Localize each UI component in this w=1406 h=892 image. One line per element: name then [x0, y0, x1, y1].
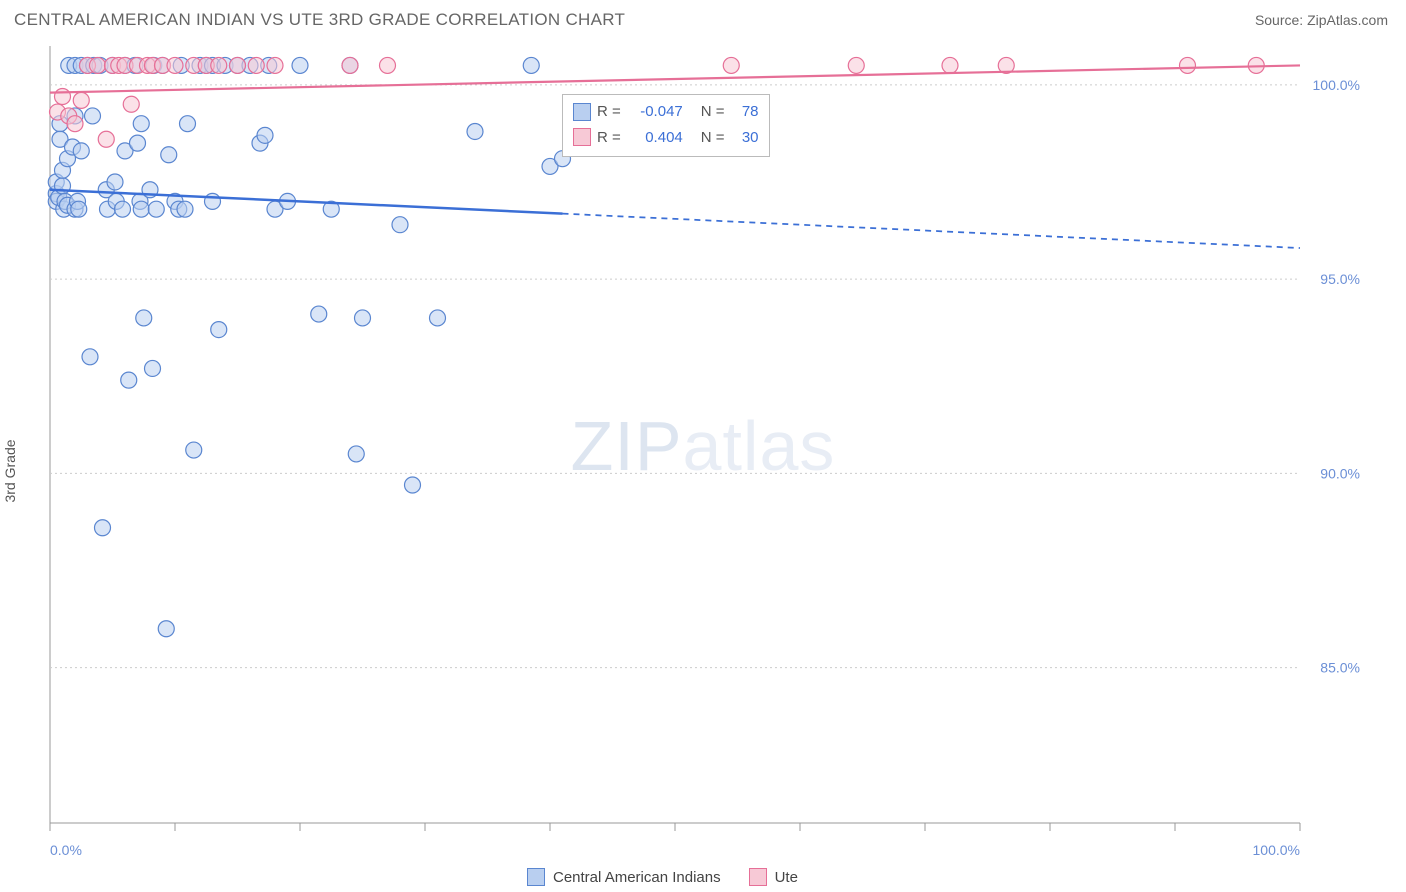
svg-text:100.0%: 100.0%	[1253, 842, 1300, 858]
svg-text:100.0%: 100.0%	[1313, 77, 1360, 93]
svg-text:0.0%: 0.0%	[50, 842, 82, 858]
scatter-point	[85, 108, 101, 124]
source-text: Source: ZipAtlas.com	[1255, 12, 1388, 28]
scatter-point	[115, 201, 131, 217]
scatter-point	[848, 57, 864, 73]
scatter-point	[205, 193, 221, 209]
scatter-point	[133, 116, 149, 132]
scatter-point	[392, 217, 408, 233]
legend-item: Ute	[749, 868, 798, 886]
bottom-legend: Central American Indians Ute	[527, 868, 798, 886]
scatter-point	[405, 477, 421, 493]
scatter-point	[467, 123, 483, 139]
scatter-point	[248, 57, 264, 73]
scatter-point	[130, 135, 146, 151]
scatter-point	[186, 442, 202, 458]
stats-row: R =-0.047 N =78	[573, 99, 759, 125]
stats-box: R =-0.047 N =78 R =0.404 N =30	[562, 94, 770, 157]
scatter-point	[73, 143, 89, 159]
legend-swatch	[573, 103, 591, 121]
scatter-point	[1180, 57, 1196, 73]
scatter-point	[292, 57, 308, 73]
scatter-point	[107, 174, 123, 190]
n-value: 78	[731, 99, 759, 125]
scatter-point	[71, 201, 87, 217]
scatter-point	[267, 57, 283, 73]
scatter-point	[311, 306, 327, 322]
scatter-point	[942, 57, 958, 73]
scatter-point	[67, 116, 83, 132]
scatter-point	[430, 310, 446, 326]
scatter-point	[257, 127, 273, 143]
scatter-point	[211, 322, 227, 338]
scatter-point	[523, 57, 539, 73]
legend-swatch	[749, 868, 767, 886]
legend-swatch	[573, 128, 591, 146]
scatter-point	[55, 89, 71, 105]
scatter-point	[158, 621, 174, 637]
legend-label: Ute	[775, 869, 798, 886]
scatter-point	[167, 57, 183, 73]
y-axis-label: 3rd Grade	[2, 439, 18, 502]
n-value: 30	[731, 125, 759, 151]
scatter-point	[82, 349, 98, 365]
legend-swatch	[527, 868, 545, 886]
scatter-point	[161, 147, 177, 163]
scatter-point	[177, 201, 193, 217]
scatter-point	[133, 201, 149, 217]
stats-row: R =0.404 N =30	[573, 125, 759, 151]
scatter-point	[123, 96, 139, 112]
trend-line-extrapolated	[563, 214, 1301, 248]
scatter-point	[211, 57, 227, 73]
scatter-point	[148, 201, 164, 217]
legend-item: Central American Indians	[527, 868, 721, 886]
svg-text:95.0%: 95.0%	[1320, 271, 1360, 287]
chart-title: CENTRAL AMERICAN INDIAN VS UTE 3RD GRADE…	[14, 10, 625, 30]
scatter-point	[342, 57, 358, 73]
scatter-point	[145, 360, 161, 376]
legend-label: Central American Indians	[553, 869, 721, 886]
scatter-point	[95, 520, 111, 536]
scatter-point	[380, 57, 396, 73]
scatter-point	[230, 57, 246, 73]
scatter-point	[98, 131, 114, 147]
svg-text:90.0%: 90.0%	[1320, 465, 1360, 481]
r-value: -0.047	[627, 99, 683, 125]
n-label: N =	[701, 125, 725, 151]
scatter-point	[180, 116, 196, 132]
scatter-point	[90, 57, 106, 73]
scatter-point	[136, 310, 152, 326]
scatter-point	[355, 310, 371, 326]
scatter-plot: 85.0% 90.0% 95.0% 100.0% 0.0% 100.0%	[0, 38, 1406, 888]
svg-text:85.0%: 85.0%	[1320, 660, 1360, 676]
scatter-point	[73, 92, 89, 108]
scatter-point	[723, 57, 739, 73]
r-label: R =	[597, 125, 621, 151]
scatter-point	[121, 372, 137, 388]
scatter-point	[348, 446, 364, 462]
chart-container: 3rd Grade ZIPatlas 85.0%90.0%95.0%100.0%…	[0, 38, 1406, 888]
r-label: R =	[597, 99, 621, 125]
r-value: 0.404	[627, 125, 683, 151]
n-label: N =	[701, 99, 725, 125]
